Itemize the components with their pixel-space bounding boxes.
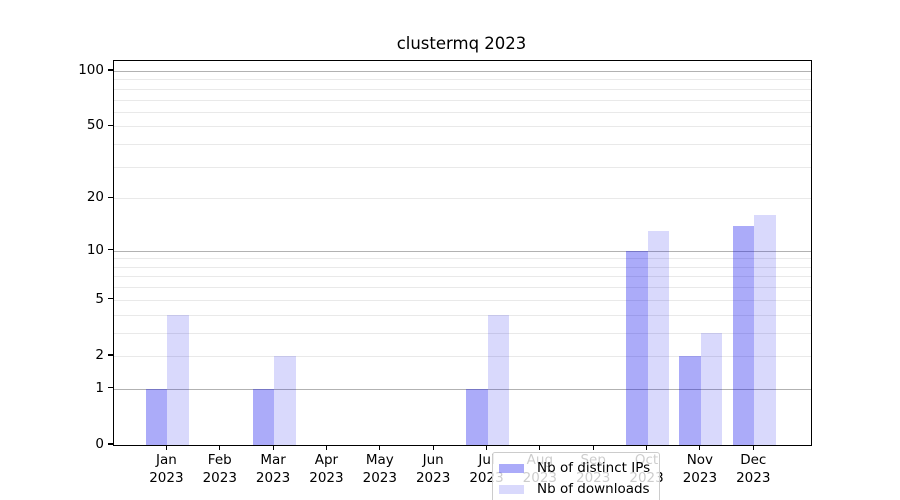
x-tick-label: Nov 2023 xyxy=(682,452,718,486)
bar-distinct-ips-jul xyxy=(466,388,488,445)
y-tick-label: 0 xyxy=(95,436,104,452)
legend-swatch-downloads xyxy=(499,484,524,494)
x-tick-mark xyxy=(699,445,701,450)
gridline-major xyxy=(114,71,811,72)
x-tick-label: Jan 2023 xyxy=(149,452,184,486)
bar-downloads-nov xyxy=(700,332,723,445)
bar-distinct-ips-mar xyxy=(252,388,275,445)
x-tick-label: Apr 2023 xyxy=(309,452,344,486)
gridline-minor xyxy=(114,299,811,301)
plot-area: Nb of distinct IPs Nb of downloads xyxy=(113,60,812,500)
x-tick-label: Feb 2023 xyxy=(202,452,237,486)
legend-entry-distinct-ips: Nb of distinct IPs xyxy=(499,460,650,476)
bar-distinct-ips-jan xyxy=(145,388,168,445)
y-tick-mark xyxy=(108,124,113,126)
y-tick-mark xyxy=(108,387,113,389)
x-tick-label: May 2023 xyxy=(362,452,397,486)
x-tick-mark xyxy=(165,445,167,450)
y-tick-label: 100 xyxy=(78,62,104,78)
gridline-minor xyxy=(114,126,811,128)
y-tick-mark xyxy=(108,443,113,445)
x-tick-mark xyxy=(645,445,648,450)
y-tick-label: 20 xyxy=(86,189,104,206)
x-tick-label: Jun 2023 xyxy=(415,452,451,486)
gridline-minor xyxy=(114,79,811,81)
y-tick-label: 1 xyxy=(95,379,104,396)
y-tick-mark xyxy=(108,354,113,356)
bar-downloads-jul xyxy=(487,314,509,445)
bar-downloads-oct xyxy=(647,231,670,445)
legend-label-distinct-ips: Nb of distinct IPs xyxy=(537,460,651,476)
gridline-minor xyxy=(114,166,811,168)
bar-distinct-ips-dec xyxy=(732,225,755,445)
gridline-minor xyxy=(114,355,811,357)
legend-entry-downloads: Nb of downloads xyxy=(499,481,650,497)
gridline-major xyxy=(114,388,811,390)
gridline-minor xyxy=(114,198,811,200)
x-tick-mark xyxy=(272,445,274,450)
x-tick-mark xyxy=(592,445,594,450)
gridline-minor xyxy=(114,276,811,278)
y-tick-label: 2 xyxy=(95,346,104,363)
gridline-minor xyxy=(114,144,811,146)
x-tick-mark xyxy=(219,445,221,450)
bar-downloads-dec xyxy=(754,215,776,445)
chart-title: clustermq 2023 xyxy=(396,34,527,53)
x-tick-label: Dec 2023 xyxy=(736,452,771,486)
gridline-minor xyxy=(114,332,811,334)
bar-downloads-mar xyxy=(274,355,296,445)
gridline-minor xyxy=(114,314,811,316)
x-tick-mark xyxy=(379,445,381,450)
gridline-minor xyxy=(114,258,811,260)
x-tick-mark xyxy=(752,445,754,450)
x-tick-mark xyxy=(485,445,488,450)
y-tick-label: 5 xyxy=(95,290,104,307)
legend-swatch-distinct-ips xyxy=(499,463,524,473)
gridline-minor xyxy=(114,287,811,289)
legend-label-downloads: Nb of downloads xyxy=(537,481,650,497)
gridline-major xyxy=(114,250,811,252)
gridline-minor xyxy=(114,266,811,268)
x-tick-mark xyxy=(539,445,541,450)
x-tick-mark xyxy=(325,445,328,450)
bar-downloads-jan xyxy=(167,314,189,445)
x-tick-label: Mar 2023 xyxy=(255,452,291,486)
y-tick-label: 50 xyxy=(86,117,104,134)
y-tick-mark xyxy=(108,196,113,198)
gridline-minor xyxy=(114,111,811,113)
bar-distinct-ips-nov xyxy=(679,355,701,445)
bar-distinct-ips-oct xyxy=(626,250,648,445)
legend: Nb of distinct IPs Nb of downloads xyxy=(492,452,661,500)
y-tick-mark xyxy=(108,249,113,251)
y-tick-mark xyxy=(108,298,113,300)
gridline-minor xyxy=(114,99,811,101)
y-tick-mark xyxy=(108,69,113,71)
gridline-minor xyxy=(114,88,811,90)
y-tick-label: 10 xyxy=(86,241,104,258)
x-tick-mark xyxy=(432,445,434,450)
